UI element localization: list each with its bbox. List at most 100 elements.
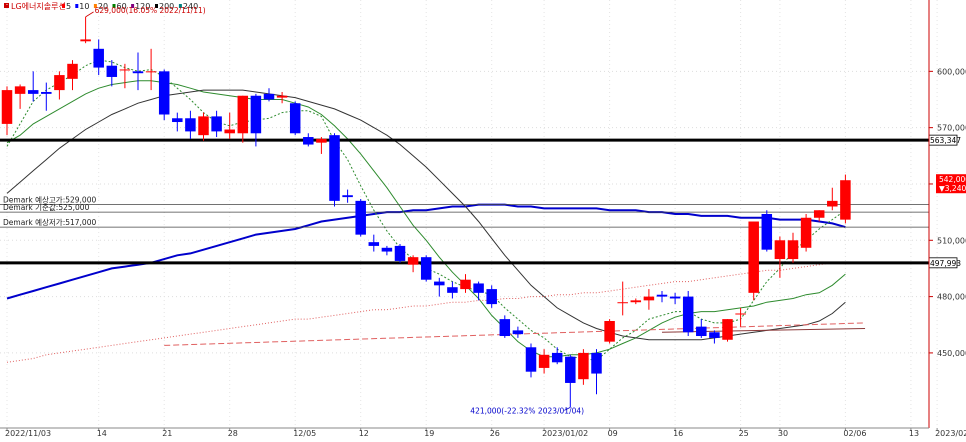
candle-body [800,217,812,248]
x-tick-label: 25 [739,429,749,438]
x-tick-label: 2023/01/02 [542,429,588,438]
candle-body [578,352,589,380]
moving-average-line [6,262,846,363]
x-tick-label: 26 [490,429,500,438]
x-tick-label: 19 [424,429,434,438]
candle-body [237,95,249,134]
long-term-brown-line [661,328,866,333]
candle-body [761,214,773,250]
candle-body [185,118,196,132]
candle-body [512,330,524,335]
legend-ma-swatch-icon [131,4,135,8]
legend-ma-label: 5 [66,2,71,11]
candle-body [591,352,602,374]
legend-ma-swatch-icon [112,4,116,8]
x-axis-ticks: 2022/11/03 14 21 28 12/05 12 19 26 2023/01/02 09 1… [5,428,966,438]
current-price-tag: 542,000 ▼3,240 [936,174,966,194]
legend-ma-swatch-icon [93,4,97,8]
candle-body [669,296,681,299]
current-price-tag-background [936,174,966,194]
candle-body [643,296,655,301]
candle-body [289,103,301,134]
x-tick-label: 28 [228,429,238,438]
candle-body [407,257,419,265]
x-tick-label: 09 [608,429,618,438]
legend-ma-items: 5 10 20 60 120 200 240 [62,2,198,11]
demark-label: Demark 예상고가:529,000 [3,195,96,205]
candle-body [158,71,170,115]
legend-ma-swatch-icon [155,4,158,8]
candle-body [54,75,65,91]
candle-body [93,48,104,68]
candle-body [696,326,707,337]
high-annotation-leader [85,11,94,18]
chart-legend: LG에너지솔루션 5 10 20 60 120 200 240 [4,1,198,11]
candle-body [303,137,314,145]
candle-body [80,39,91,42]
candle-body [551,352,563,363]
current-price-value: 542,000 [939,175,966,184]
x-tick-label: 21 [162,429,172,438]
candle-body [538,354,550,368]
candle-body [735,313,746,315]
y-tick-label: 510,000 [937,236,966,245]
candle-body [434,281,445,286]
moving-average-line [6,89,846,341]
candles [1,16,851,408]
candle-body [499,319,511,337]
legend-ma-label: 60 [117,2,127,11]
candle-body [316,138,327,143]
candle-body [368,242,380,246]
candle-body [709,332,720,338]
legend-ma-label: 200 [159,2,174,11]
legend-ma-swatch-icon [75,4,79,8]
x-tick-label: 30 [778,429,788,438]
candle-body [381,247,393,252]
candle-body [355,200,366,235]
candle-body [329,135,340,201]
legend-ma-label: 120 [135,2,150,11]
candle-body [565,356,576,383]
x-tick-label: 14 [97,429,107,438]
x-tick-label: 2022/11/03 [5,429,51,438]
candle-body [263,93,275,100]
candle-body [447,287,458,293]
candle-body [722,319,733,340]
candle-body [106,65,118,77]
candle-body [211,116,222,132]
candle-body [813,210,825,218]
demark-label: Demark 예상저가:517,000 [3,217,96,227]
demark-label: Demark 기준값:525,000 [3,203,90,212]
candle-body [119,69,131,71]
candle-body [145,71,157,73]
x-tick-label: 2023/02/14 [935,429,966,438]
candle-body [1,90,13,124]
candle-body [276,95,288,98]
legend-ma-label: 10 [79,2,89,11]
candle-body [394,245,406,261]
y-tick-label: 570,000 [937,124,966,133]
candle-body [827,200,838,207]
candle-body [486,289,497,305]
candle-body [41,91,52,94]
legend-ma-swatch-icon [178,4,182,8]
candle-body [525,347,537,372]
candle-body [420,257,432,280]
x-tick-label: 13 [909,429,919,438]
legend-marker-icon [4,3,9,8]
candle-body [748,221,759,293]
candle-body [172,118,183,123]
candle-body [132,71,144,74]
y-tick-label: 450,000 [937,349,966,358]
candle-body [27,90,39,94]
y-tick-label: 600,000 [937,67,966,76]
candle-body [774,240,786,260]
level-tag-label: 497,993 [930,259,961,268]
moving-average-line [6,59,846,361]
low-annotation-label: 421,000(-22.32% 2023/01/04) [470,406,584,415]
y-tick-label: 480,000 [937,293,966,302]
